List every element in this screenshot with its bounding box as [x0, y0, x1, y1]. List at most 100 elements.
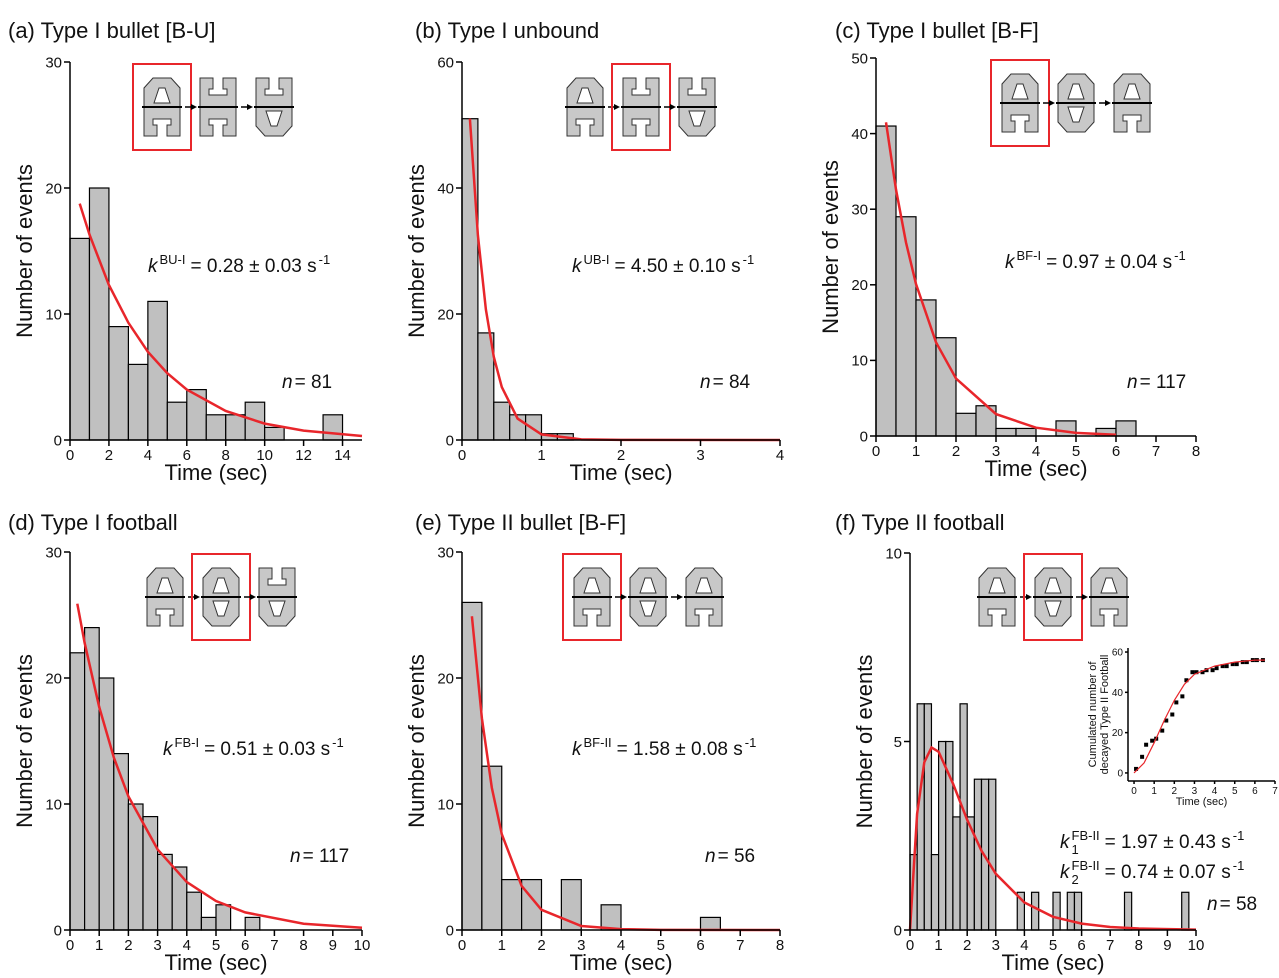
annotation-part: n [1127, 372, 1138, 393]
x-tick-label: 3 [992, 443, 1000, 460]
bar [493, 401, 511, 441]
arrow-head [191, 104, 197, 110]
x-tick-label: 4 [1020, 937, 1028, 954]
x-tick-label: 0 [458, 447, 466, 464]
point [1170, 712, 1175, 717]
x-tick-label: 2 [124, 937, 132, 954]
bar [916, 703, 925, 931]
state-diagram [145, 553, 297, 641]
x-tick-label: 0 [1131, 786, 1137, 797]
bar [524, 414, 543, 441]
bar [1030, 891, 1040, 931]
bar [952, 816, 961, 931]
x-tick-label: 4 [1032, 443, 1040, 460]
bar [1052, 891, 1061, 931]
x-tick-label: 3 [992, 937, 1000, 954]
icon-shape [573, 596, 611, 627]
icon-hole [1044, 577, 1062, 594]
x-tick-label: 6 [1112, 443, 1120, 460]
y-axis-label: Number of events [852, 655, 877, 829]
x-tick-label: 4 [776, 447, 784, 464]
icon-hole [639, 577, 657, 594]
x-tick-label: 4 [183, 937, 191, 954]
point [1164, 718, 1169, 723]
annotation-part: = 0.28 ± 0.03 s [191, 256, 317, 277]
icon-hole [1100, 577, 1118, 594]
annotation-part: -1 [1233, 828, 1245, 843]
annotation-part: -1 [1233, 858, 1245, 873]
x-tick-label: 2 [537, 937, 545, 954]
annotation-part: FB-I [175, 735, 200, 750]
arrow-head [614, 104, 620, 110]
arrow-head [1105, 100, 1111, 106]
icon-shape [199, 106, 237, 137]
point [1190, 670, 1195, 675]
x-tick-label: 1 [498, 937, 506, 954]
icon-shape [1001, 102, 1039, 133]
point [1150, 738, 1155, 743]
x-tick-label: 1 [95, 937, 103, 954]
icon-hole [1044, 600, 1062, 617]
x-tick-label: 8 [299, 937, 307, 954]
icon-shape [566, 106, 604, 137]
panel-title: (e) Type II bullet [B-F] [415, 510, 626, 535]
bar [1066, 891, 1076, 931]
bar [127, 803, 144, 931]
point [1240, 660, 1245, 665]
x-tick-label: 1 [912, 443, 920, 460]
y-tick-label: 20 [437, 670, 454, 687]
annotation-part: = 0.74 ± 0.07 s [1105, 862, 1231, 883]
arrow-head [621, 594, 627, 600]
y-axis-label: Cumulated number of [1087, 661, 1099, 768]
bar [127, 363, 149, 441]
bar [88, 187, 110, 441]
point [1184, 678, 1189, 683]
y-tick-label: 20 [45, 670, 62, 687]
icon-shape [1113, 102, 1151, 133]
y-tick-label: 40 [437, 180, 454, 197]
icon-shape [685, 596, 723, 627]
x-tick-label: 6 [183, 447, 191, 464]
panel-title: (a) Type I bullet [B-U] [8, 18, 215, 43]
bar [108, 326, 130, 441]
bar [937, 740, 947, 931]
icon-shape [255, 77, 293, 108]
bar [915, 299, 937, 437]
x-tick-label: 7 [1106, 937, 1114, 954]
y-axis-label: Number of events [12, 654, 37, 828]
x-tick-label: 8 [1192, 443, 1200, 460]
icon-hole [576, 87, 594, 104]
y-tick-label: 30 [437, 544, 454, 561]
state-diagram [977, 553, 1129, 641]
x-tick-label: 7 [1272, 786, 1278, 797]
point [1160, 728, 1165, 733]
annotation-part: -1 [1174, 248, 1186, 263]
arrow-head [250, 594, 256, 600]
bar [1115, 420, 1137, 437]
point [1204, 668, 1209, 673]
icon-hole [268, 600, 286, 617]
point [1234, 662, 1239, 667]
point [1230, 662, 1235, 667]
x-tick-label: 6 [1077, 937, 1085, 954]
x-tick-label: 4 [144, 447, 152, 464]
x-tick-label: 2 [617, 447, 625, 464]
arrow-head [247, 104, 253, 110]
bar [955, 412, 977, 437]
state-diagram [990, 59, 1152, 147]
point [1200, 670, 1205, 675]
x-tick-label: 2 [105, 447, 113, 464]
x-axis-label: Time (sec) [164, 950, 267, 975]
bar [995, 427, 1017, 437]
icon-hole [695, 577, 713, 594]
y-tick-label: 5 [894, 734, 902, 751]
y-tick-label: 40 [1112, 688, 1124, 699]
point [1220, 664, 1225, 669]
annotation-part: k [163, 739, 174, 760]
y-tick-label: 30 [45, 544, 62, 561]
annotation-part: = 56 [718, 846, 756, 867]
x-tick-label: 12 [295, 447, 312, 464]
point [1194, 670, 1199, 675]
x-tick-label: 0 [458, 937, 466, 954]
